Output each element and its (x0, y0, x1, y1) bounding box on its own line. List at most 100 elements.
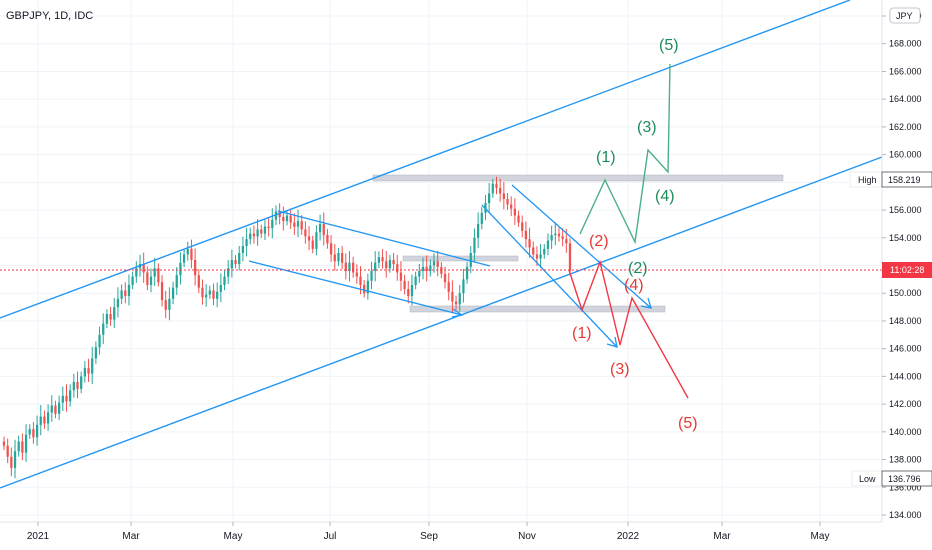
price-tick-label: 154.000 (889, 233, 922, 243)
candle (24, 424, 28, 462)
candle (241, 236, 245, 262)
candle (344, 253, 347, 280)
candle (293, 213, 296, 236)
candle (296, 209, 300, 238)
current-price-tag: 11:02:28 (882, 262, 932, 278)
candle (561, 228, 564, 247)
candle (337, 248, 340, 266)
candle (227, 260, 230, 284)
candle (39, 405, 42, 436)
candle (102, 313, 105, 345)
price-scale-background (882, 0, 932, 522)
candle (17, 435, 20, 457)
candle (300, 215, 303, 235)
candle (539, 244, 542, 268)
candle (208, 285, 211, 299)
candle (414, 271, 417, 290)
currency-badge[interactable]: JPY (889, 7, 921, 24)
candle (447, 272, 450, 301)
down-channel-lower-arrow (481, 204, 618, 348)
channel-lower-line (0, 156, 883, 489)
bear-wave-3-label: (3) (610, 361, 630, 378)
candle (186, 241, 189, 261)
candle (307, 225, 311, 250)
candle (546, 233, 550, 256)
candle (234, 255, 237, 269)
candle (83, 361, 86, 383)
low-price-tag: Low 136.796 (851, 470, 932, 487)
candle (190, 239, 193, 269)
candle (230, 249, 234, 278)
current-tag-value: 11:02:28 (890, 265, 924, 275)
candle (91, 346, 94, 384)
price-tick-label: 146.000 (889, 344, 922, 354)
candle (146, 266, 149, 291)
candle (76, 371, 79, 399)
candle (120, 284, 123, 305)
candle (392, 252, 395, 271)
candle (197, 269, 200, 294)
candle (374, 251, 377, 282)
candle (175, 267, 178, 296)
candle (491, 178, 494, 198)
price-tick-label: 156.000 (889, 205, 922, 215)
candle (50, 395, 53, 422)
bull-wave-4-label: (4) (655, 188, 675, 205)
candle (10, 447, 13, 477)
price-tick-label: 134.000 (889, 510, 922, 520)
candle (568, 238, 572, 276)
candle (61, 386, 64, 412)
wedge-lower-arrowhead (451, 308, 464, 318)
candle (458, 285, 461, 312)
candle (363, 280, 366, 298)
candle (116, 287, 120, 318)
low-tag-value: 136.796 (888, 474, 921, 484)
candle (72, 373, 75, 398)
candle (318, 214, 322, 241)
candle (260, 224, 263, 238)
candle (69, 384, 72, 407)
price-tick-label: 148.000 (889, 316, 922, 326)
candle (399, 260, 403, 292)
candle (160, 275, 164, 307)
down-channel-upper-arrow (511, 184, 652, 309)
candle (333, 244, 336, 271)
price-tick-label: 168.000 (889, 39, 922, 49)
candle (381, 249, 384, 269)
candle (410, 274, 414, 306)
candle (407, 280, 410, 304)
candle (554, 222, 557, 246)
price-tick-label: 140.000 (889, 427, 922, 437)
down-channel-lower-arrowhead (606, 336, 618, 348)
candle (495, 176, 498, 195)
candle (322, 212, 325, 246)
candle (513, 198, 517, 225)
candle (256, 219, 259, 246)
candle (54, 400, 57, 419)
price-tick-label: 166.000 (889, 66, 922, 76)
candle (21, 433, 24, 460)
price-tick-label: 160.000 (889, 150, 922, 160)
time-tick-label: 2022 (617, 531, 640, 542)
candle (245, 227, 248, 257)
wave-labels: (1) (2) (3) (4) (5) (1) (2) (3) (4) (5) (572, 37, 698, 432)
time-axis[interactable]: 2021 Mar May Jul Sep Nov 2022 Mar May (27, 522, 830, 542)
candle (142, 252, 145, 283)
time-tick-label: Mar (713, 531, 731, 542)
low-tag-label: Low (859, 474, 876, 484)
wedge-upper-line (277, 210, 491, 267)
high-price-tag: High 158.219 (849, 171, 932, 188)
high-tag-label: High (858, 175, 877, 185)
candle (543, 244, 546, 259)
candle (282, 206, 285, 231)
candle (35, 415, 39, 446)
price-tick-label: 162.000 (889, 122, 922, 132)
price-tick-label: 142.000 (889, 399, 922, 409)
price-tick-label: 150.000 (889, 288, 922, 298)
resistance-zone-high (372, 174, 784, 182)
candle (315, 225, 318, 256)
bearish-wave-path (568, 259, 689, 399)
price-tick-label: 138.000 (889, 455, 922, 465)
candle (249, 227, 252, 245)
